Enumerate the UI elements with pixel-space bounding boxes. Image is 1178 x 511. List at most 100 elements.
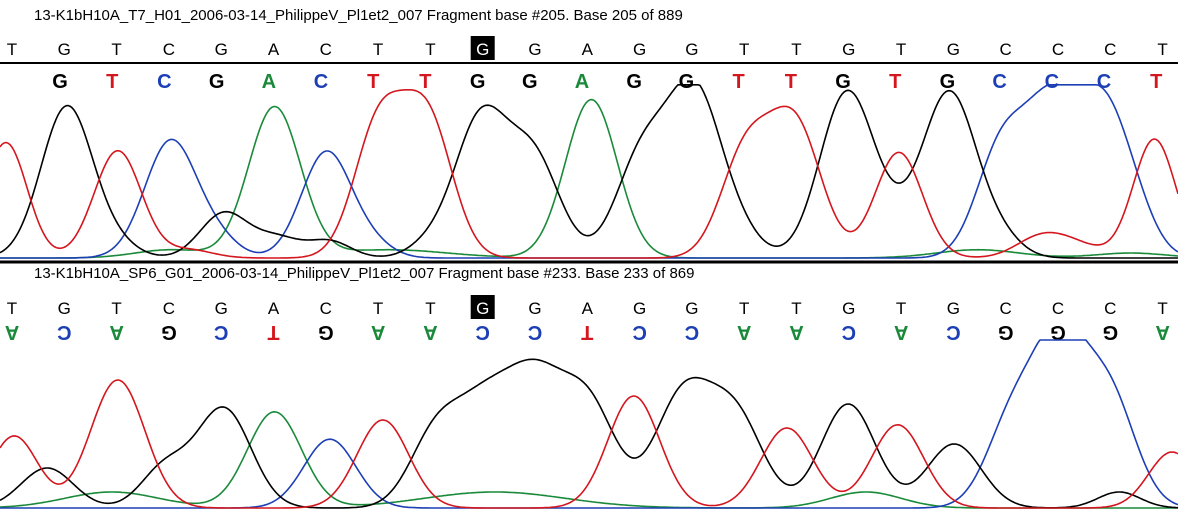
- base-call: C: [632, 321, 646, 343]
- base-call: C: [946, 321, 960, 343]
- reference-base: C: [1000, 40, 1012, 59]
- reference-base: T: [791, 40, 801, 59]
- reference-base: G: [633, 299, 646, 318]
- reference-base: T: [373, 299, 383, 318]
- reference-base: T: [111, 299, 121, 318]
- trace-c: [0, 339, 1178, 509]
- base-call: A: [1155, 321, 1169, 343]
- base-call: G: [1050, 321, 1066, 343]
- reference-base: G: [633, 40, 646, 59]
- reference-base: C: [1052, 299, 1064, 318]
- base-call: T: [106, 71, 118, 93]
- reference-base: C: [320, 299, 332, 318]
- reference-base: A: [268, 40, 280, 59]
- reference-base: G: [947, 40, 960, 59]
- reference-base: A: [582, 40, 594, 59]
- reference-base: C: [163, 299, 175, 318]
- reference-base: G: [58, 40, 71, 59]
- base-call: A: [371, 321, 385, 343]
- reference-base: G: [842, 299, 855, 318]
- trace-plot-forward: [0, 84, 1178, 259]
- trace-g: [0, 84, 1178, 259]
- base-call: C: [842, 321, 856, 343]
- base-call: G: [161, 321, 177, 343]
- base-call: G: [470, 71, 486, 93]
- reference-base: G: [215, 299, 228, 318]
- reference-base: G: [528, 40, 541, 59]
- base-call: T: [581, 321, 593, 343]
- base-call: C: [685, 321, 699, 343]
- reference-base: A: [582, 299, 594, 318]
- base-call: T: [889, 71, 901, 93]
- reference-base: G: [476, 299, 489, 318]
- panel-title-forward: 13-K1bH10A_T7_H01_2006-03-14_PhilippeV_P…: [34, 7, 683, 24]
- chromatogram-panel-forward: 13-K1bH10A_T7_H01_2006-03-14_PhilippeV_P…: [0, 7, 1178, 259]
- base-call: C: [1045, 71, 1059, 93]
- reference-base: T: [425, 299, 435, 318]
- reference-base: C: [1104, 299, 1116, 318]
- reference-base: C: [1104, 40, 1116, 59]
- base-call: C: [992, 71, 1006, 93]
- reference-base: T: [1157, 40, 1167, 59]
- reference-base: C: [1000, 299, 1012, 318]
- reference-base: T: [791, 299, 801, 318]
- reference-base: T: [7, 299, 17, 318]
- reference-base: G: [58, 299, 71, 318]
- base-call: A: [423, 321, 437, 343]
- reference-base: G: [685, 40, 698, 59]
- reference-base: T: [111, 40, 121, 59]
- trace-plot-reverse: [0, 339, 1178, 509]
- reference-base: T: [896, 40, 906, 59]
- reference-base: G: [947, 299, 960, 318]
- reference-base: A: [268, 299, 280, 318]
- base-call: G: [522, 71, 538, 93]
- base-call: G: [318, 321, 334, 343]
- base-call: C: [314, 71, 328, 93]
- base-call: C: [475, 321, 489, 343]
- base-call: G: [998, 321, 1014, 343]
- base-call: A: [894, 321, 908, 343]
- base-call: G: [52, 71, 68, 93]
- reference-base: G: [528, 299, 541, 318]
- base-call: G: [679, 71, 695, 93]
- base-call: A: [262, 71, 276, 93]
- reference-base: G: [685, 299, 698, 318]
- base-call: T: [785, 71, 797, 93]
- base-call: C: [1097, 71, 1111, 93]
- base-call: T: [732, 71, 744, 93]
- base-call: G: [626, 71, 642, 93]
- reference-base: T: [373, 40, 383, 59]
- trace-t: [0, 89, 1178, 259]
- reference-base: G: [476, 40, 489, 59]
- base-call: C: [528, 321, 542, 343]
- base-call: T: [419, 71, 431, 93]
- base-call: A: [575, 71, 589, 93]
- base-call: G: [1103, 321, 1119, 343]
- trace-g: [0, 358, 1178, 509]
- trace-c: [0, 84, 1178, 259]
- reference-base: C: [163, 40, 175, 59]
- base-call: A: [5, 321, 19, 343]
- base-call: T: [267, 321, 279, 343]
- reference-base: T: [1157, 299, 1167, 318]
- base-call: T: [1150, 71, 1162, 93]
- reference-base: C: [320, 40, 332, 59]
- reference-base: T: [739, 40, 749, 59]
- selected-base-highlight: [470, 36, 495, 60]
- reference-base: T: [425, 40, 435, 59]
- trace-t: [0, 379, 1178, 509]
- base-call: C: [57, 321, 71, 343]
- base-call: T: [367, 71, 379, 93]
- reference-base: T: [896, 299, 906, 318]
- reference-base: G: [215, 40, 228, 59]
- base-call: G: [940, 71, 956, 93]
- selected-base-highlight: [470, 295, 495, 319]
- trace-a: [0, 98, 1178, 259]
- reference-base: T: [7, 40, 17, 59]
- base-call: A: [737, 321, 751, 343]
- base-call: G: [835, 71, 851, 93]
